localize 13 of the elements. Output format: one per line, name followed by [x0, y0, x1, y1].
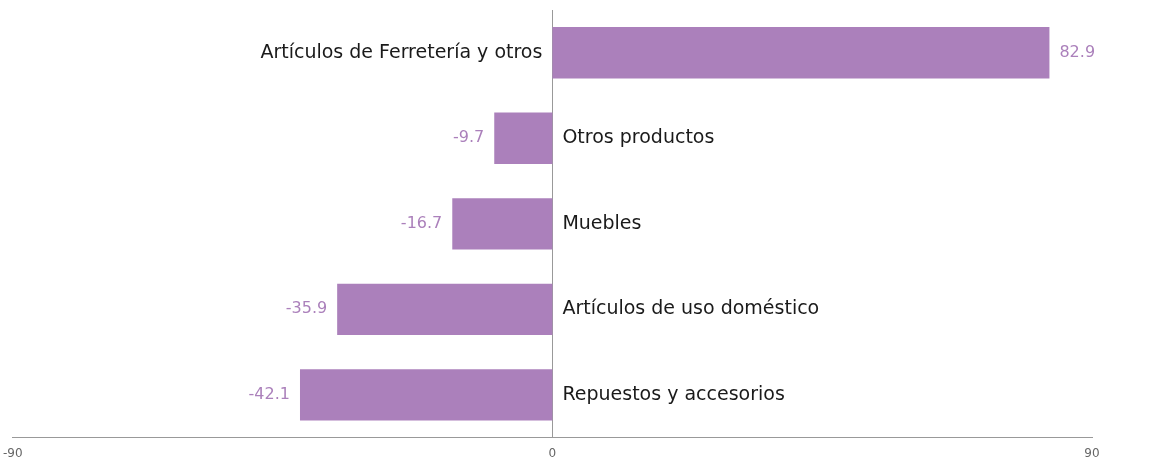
data-label: 82.9 — [1059, 41, 1096, 61]
y-tick-label: Artículos de uso doméstico — [562, 296, 820, 319]
data-label: -16.7 — [400, 212, 443, 232]
y-tick-label: Repuestos y accesorios — [562, 381, 785, 404]
x-tick-label: -90 — [3, 445, 23, 460]
data-label: -42.1 — [248, 384, 290, 403]
y-tick-label: Muebles — [562, 210, 642, 233]
x-tick-label: 90 — [1084, 445, 1100, 460]
data-label: -35.9 — [285, 298, 328, 318]
x-tick-label: 0 — [548, 445, 557, 460]
y-tick-label: Otros productos — [562, 125, 715, 148]
y-tick-label: Artículos de Ferretería y otros — [260, 39, 543, 62]
data-label: -9.7 — [453, 127, 485, 147]
